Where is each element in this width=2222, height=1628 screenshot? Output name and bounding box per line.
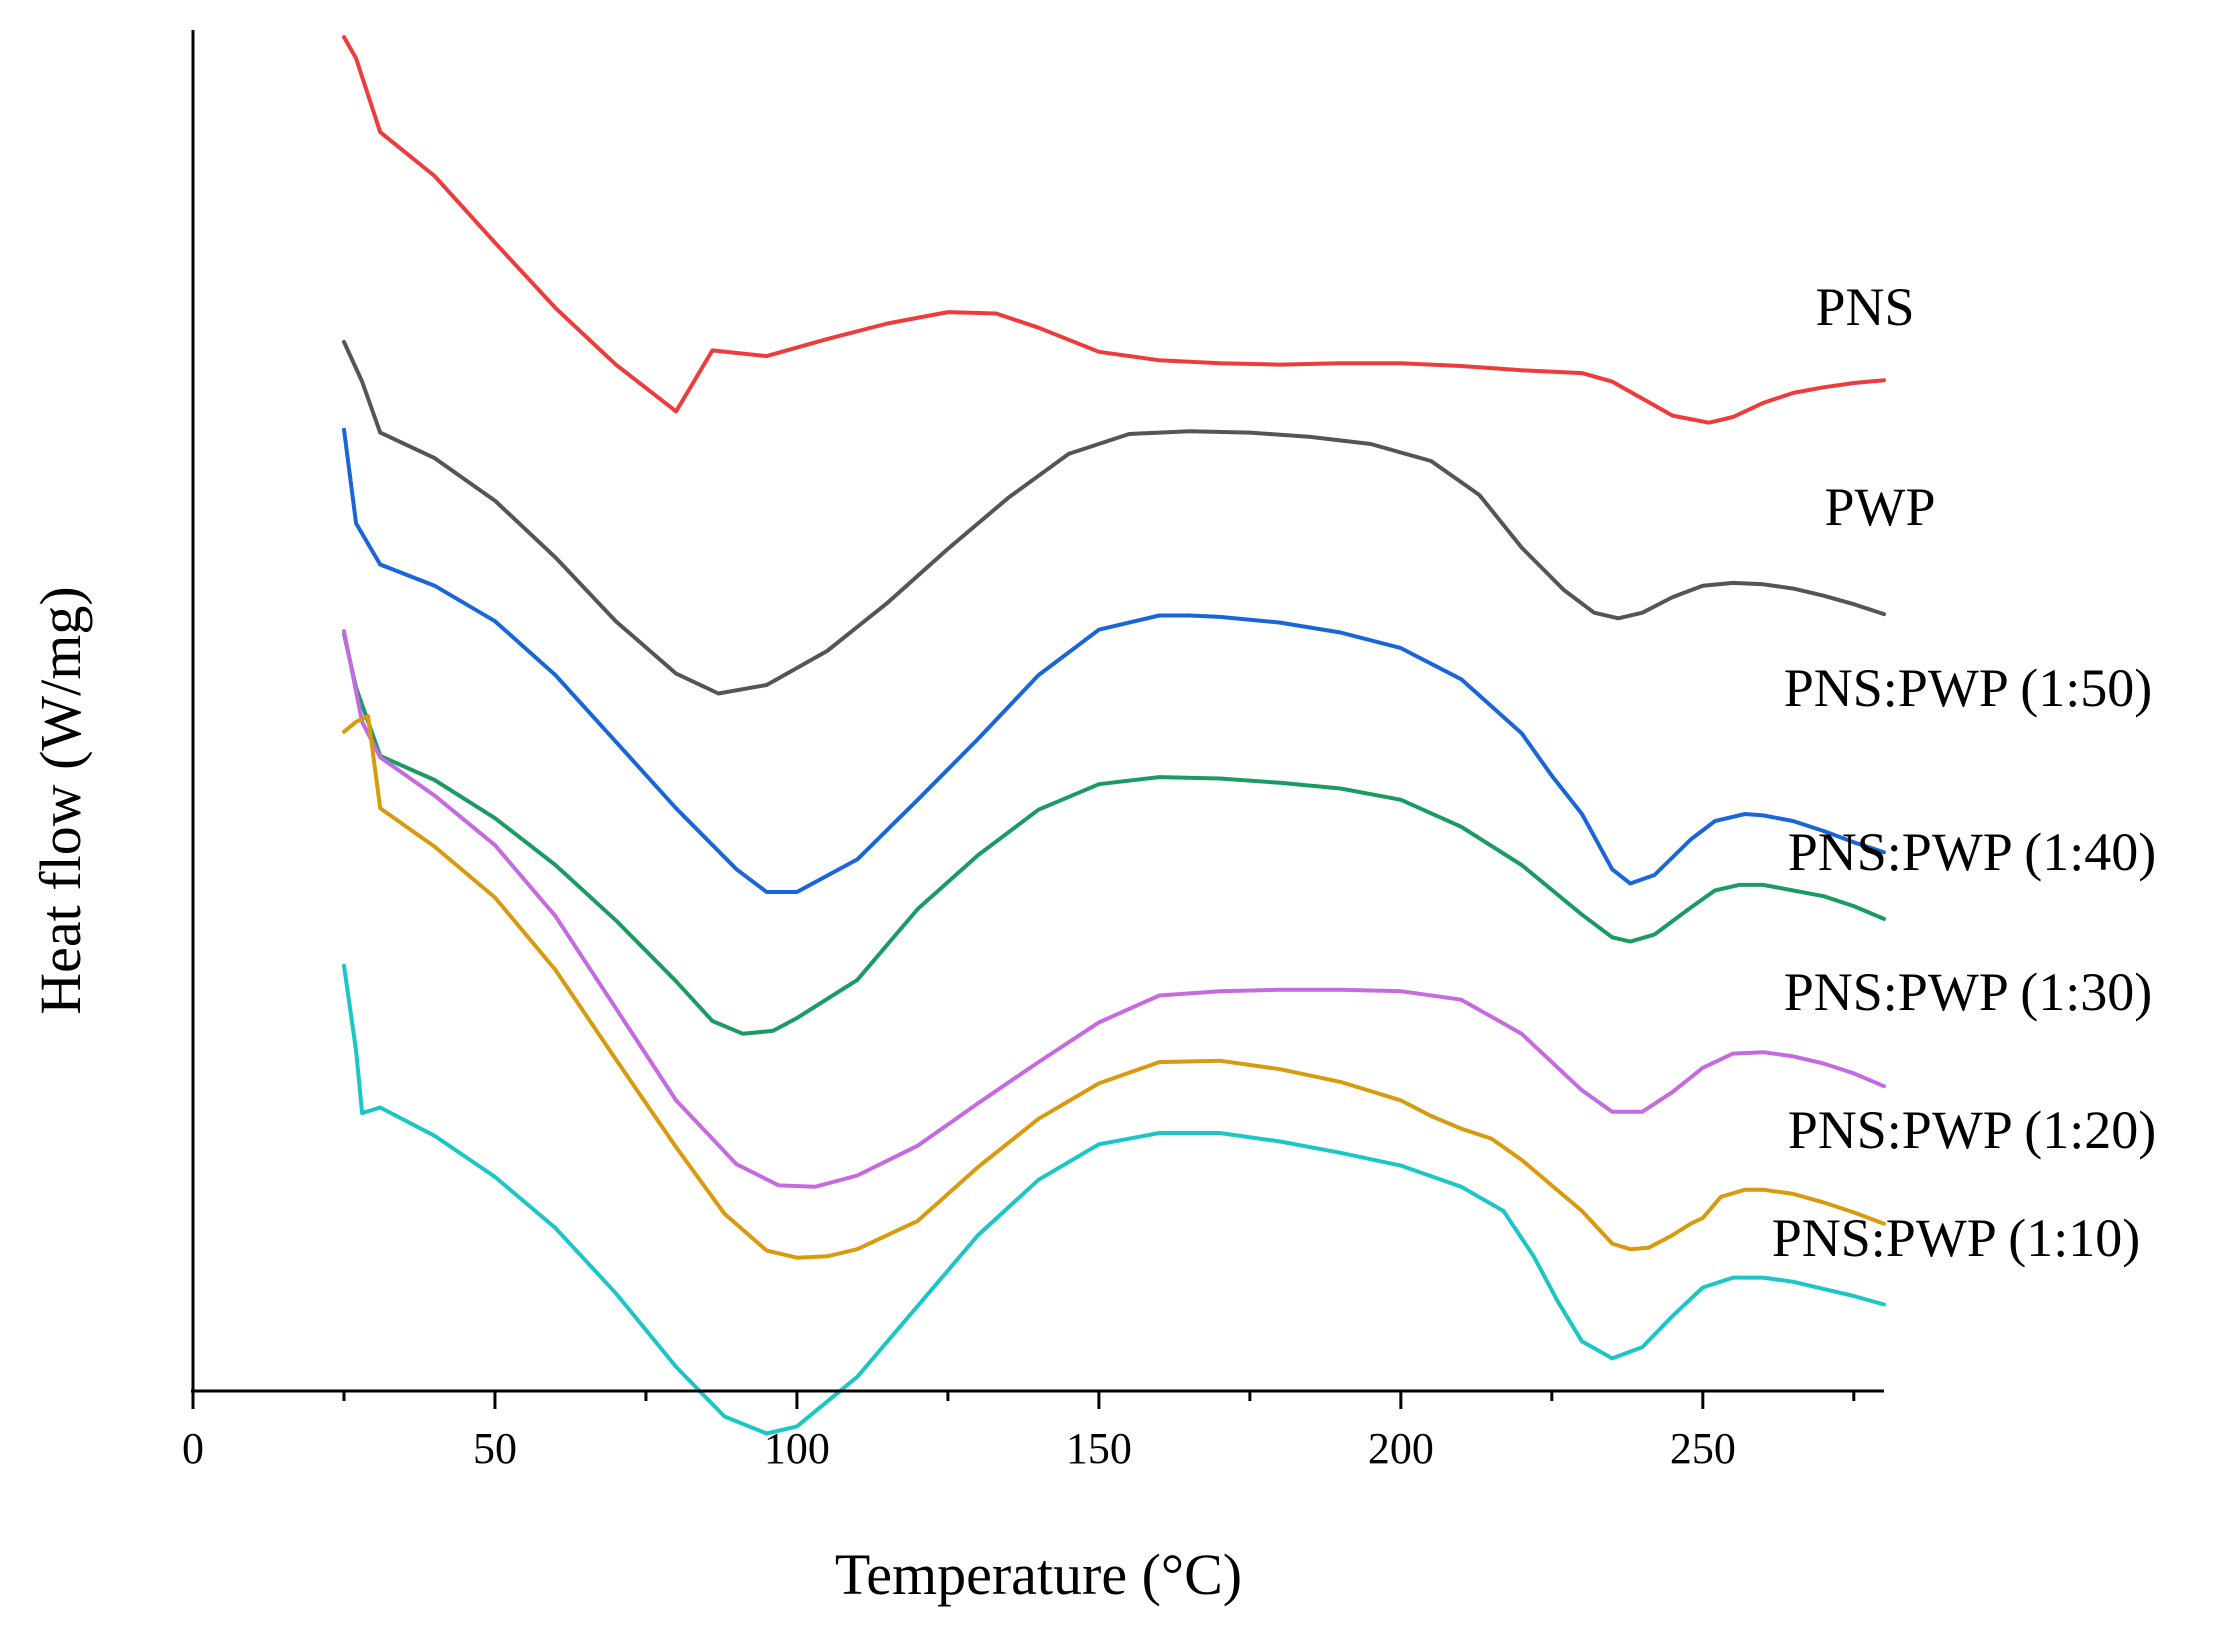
- series-label: PWP: [1824, 477, 1935, 537]
- series-label: PNS:PWP (1:50): [1784, 658, 2153, 718]
- x-tick-label: 50: [473, 1424, 517, 1473]
- x-ticks: 0 50 100 150 200 250: [182, 1391, 1856, 1473]
- x-tick-label: 0: [182, 1424, 204, 1473]
- series-label: PNS: [1815, 277, 1914, 337]
- plot-lines: [342, 35, 1886, 1436]
- series-line-pwp: [342, 339, 1886, 696]
- x-tick-label: 100: [764, 1424, 830, 1473]
- axes: 0 50 100 150 200 250: [182, 30, 1884, 1473]
- series-line-pns-pwp-1-40: [342, 631, 1886, 1036]
- series-label: PNS:PWP (1:30): [1784, 962, 2153, 1022]
- x-axis-title: Temperature (°C): [835, 1542, 1242, 1607]
- series-line-pns-pwp-1-10: [342, 963, 1886, 1436]
- y-axis-title: Heat flow (W/mg): [28, 586, 93, 1014]
- series-label: PNS:PWP (1:40): [1788, 822, 2157, 882]
- series-line-pns: [342, 35, 1886, 425]
- series-label: PNS:PWP (1:20): [1788, 1100, 2157, 1160]
- x-tick-label: 150: [1066, 1424, 1132, 1473]
- series-label: PNS:PWP (1:10): [1772, 1208, 2141, 1268]
- series-line-pns-pwp-1-20: [342, 714, 1886, 1260]
- series-labels: PNS PWP PNS:PWP (1:50) PNS:PWP (1:40) PNS:PW…: [1772, 277, 2157, 1268]
- series-line-pns-pwp-1-30: [342, 629, 1886, 1189]
- x-tick-label: 200: [1368, 1424, 1434, 1473]
- x-tick-label: 250: [1670, 1424, 1736, 1473]
- series-line-pns-pwp-1-50: [342, 427, 1886, 894]
